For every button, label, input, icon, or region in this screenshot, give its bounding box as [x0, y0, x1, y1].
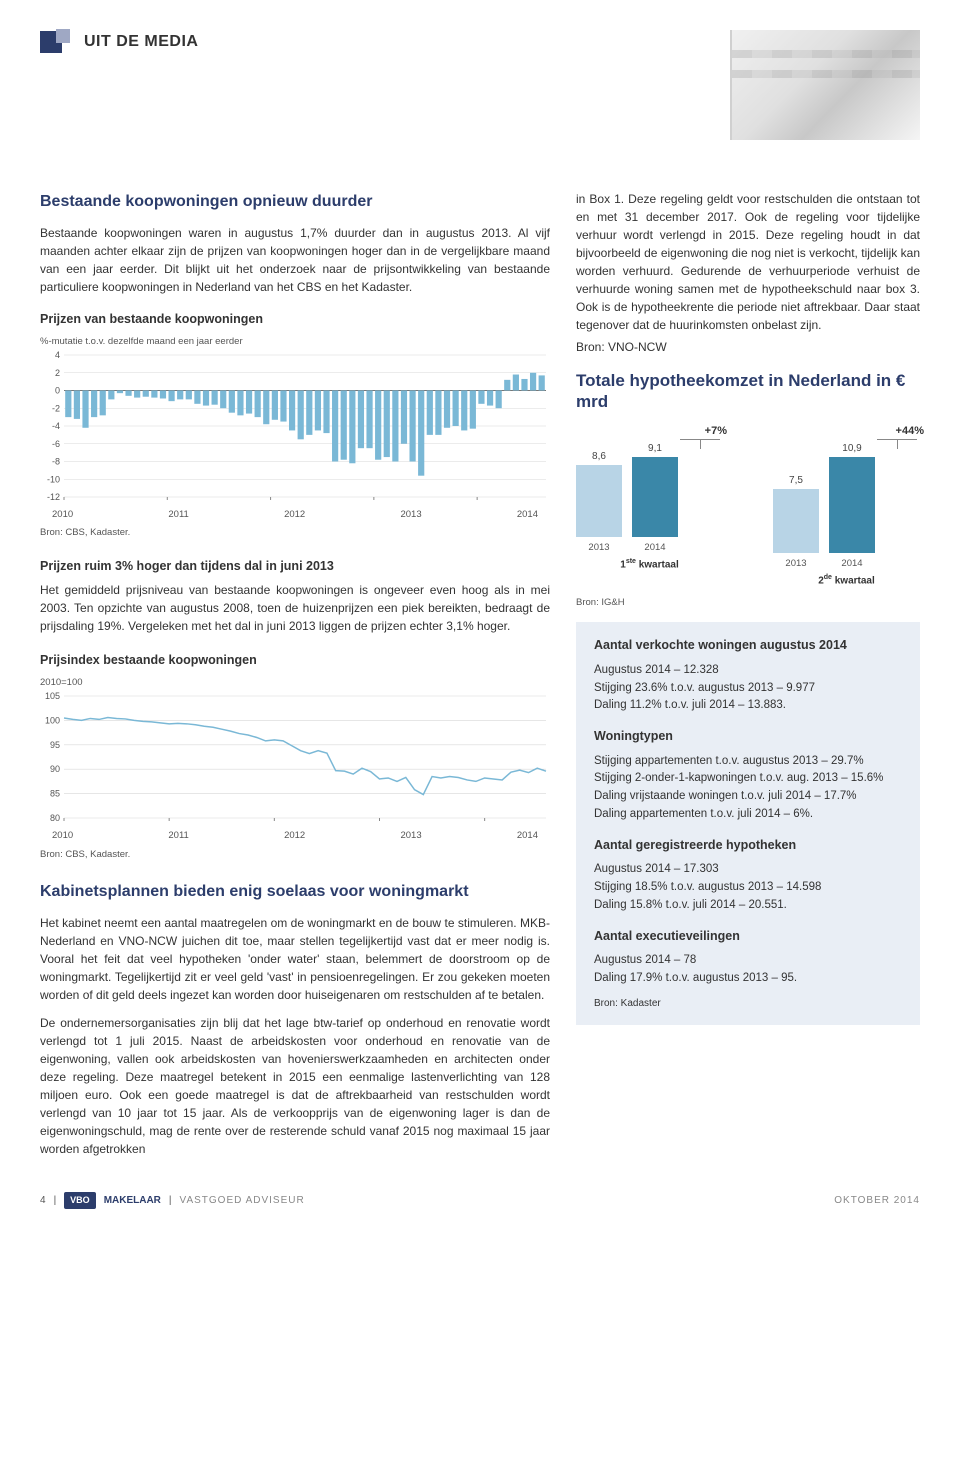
chart3-bar-value: 10,9: [829, 441, 875, 456]
chart3-year-label: 2014: [829, 557, 875, 571]
square-light-icon: [56, 29, 70, 43]
sb-h4: Aantal executieveilingen: [594, 927, 902, 946]
footer-date: OKTOBER 2014: [834, 1193, 920, 1208]
footer-left: 4 | VBO MAKELAAR | VASTGOED ADVISEUR: [40, 1192, 305, 1210]
sb-source: Bron: Kadaster: [594, 996, 902, 1012]
svg-text:95: 95: [50, 740, 60, 750]
right-continuation: in Box 1. Deze regeling geldt voor rests…: [576, 190, 920, 334]
svg-text:-8: -8: [52, 457, 60, 467]
sb-h3: Aantal geregistreerde hypotheken: [594, 836, 902, 855]
sb-l12: Daling 17.9% t.o.v. augustus 2013 – 95.: [594, 970, 902, 988]
sb-l1: Augustus 2014 – 12.328: [594, 662, 902, 680]
page-footer: 4 | VBO MAKELAAR | VASTGOED ADVISEUR OKT…: [40, 1192, 920, 1210]
article1-body: Bestaande koopwoningen waren in augustus…: [40, 224, 550, 296]
sb-h1: Aantal verkochte woningen augustus 2014: [594, 636, 902, 655]
article3-p1: Het kabinet neemt een aantal maatregelen…: [40, 914, 550, 1004]
sb-l6: Daling vrijstaande woningen t.o.v. juli …: [594, 788, 902, 806]
sb-h2: Woningtypen: [594, 727, 902, 746]
chart3-group-label: 1ste kwartaal: [576, 557, 723, 572]
chart3-bar: 7,5: [773, 489, 819, 553]
svg-text:90: 90: [50, 764, 60, 774]
svg-text:85: 85: [50, 789, 60, 799]
chart2-svg: 105 100 95 90 85 80: [40, 692, 550, 822]
chart3-year-label: 2013: [576, 541, 622, 555]
chart3-bar-pair: +44%7,510,9: [773, 457, 920, 553]
chart3-year-label: 2014: [632, 541, 678, 555]
publication-name: VASTGOED ADVISEUR: [180, 1193, 305, 1208]
chart3-bar-pair: +7%8,69,1: [576, 457, 723, 537]
sb-l5: Stijging 2-onder-1-kapwoningen t.o.v. au…: [594, 770, 902, 788]
chart1-container: Prijzen van bestaande koopwoningen %-mut…: [40, 310, 550, 541]
sb-l7: Daling appartementen t.o.v. juli 2014 – …: [594, 806, 902, 824]
chart2-container: Prijsindex bestaande koopwoningen 2010=1…: [40, 651, 550, 862]
section-title: UIT DE MEDIA: [84, 30, 198, 54]
stats-sidebar: Aantal verkochte woningen augustus 2014 …: [576, 622, 920, 1025]
article2-body: Het gemiddeld prijsniveau van bestaande …: [40, 581, 550, 635]
chart2-title: Prijsindex bestaande koopwoningen: [40, 651, 550, 670]
svg-text:105: 105: [45, 692, 60, 701]
chart2-subtitle: 2010=100: [40, 676, 550, 690]
chart3-bar-value: 7,5: [773, 473, 819, 488]
chart3-pct-label: +7%: [705, 423, 727, 440]
article1-title: Bestaande koopwoningen opnieuw duurder: [40, 190, 550, 214]
chart3-bar-value: 8,6: [576, 449, 622, 464]
chart3-bar: 8,6: [576, 465, 622, 537]
svg-text:100: 100: [45, 716, 60, 726]
svg-text:-6: -6: [52, 439, 60, 449]
chart1-title: Prijzen van bestaande koopwoningen: [40, 310, 550, 329]
section-mark: UIT DE MEDIA: [40, 30, 198, 54]
svg-text:-12: -12: [47, 492, 60, 501]
svg-text:-2: -2: [52, 403, 60, 413]
page-header: UIT DE MEDIA: [40, 30, 920, 140]
chart1-svg: 4 2 0 -2 -4 -6 -8 -10 -12: [40, 351, 550, 501]
sb-l11: Augustus 2014 – 78: [594, 952, 902, 970]
svg-text:4: 4: [55, 351, 60, 360]
chart3-pct-label: +44%: [896, 423, 924, 440]
chart1-source: Bron: CBS, Kadaster.: [40, 526, 550, 540]
right-column: in Box 1. Deze regeling geldt voor rests…: [576, 190, 920, 1162]
left-column: Bestaande koopwoningen opnieuw duurder B…: [40, 190, 550, 1162]
chart3-year-label: 2013: [773, 557, 819, 571]
chart3-group-label: 2de kwartaal: [773, 573, 920, 588]
chart3-title: Totale hypotheekomzet in Nederland in € …: [576, 370, 920, 413]
sb-l4: Stijging appartementen t.o.v. augustus 2…: [594, 753, 902, 771]
sb-l9: Stijging 18.5% t.o.v. augustus 2013 – 14…: [594, 879, 902, 897]
chart2-source: Bron: CBS, Kadaster.: [40, 848, 550, 862]
newspaper-image: [730, 30, 920, 140]
page-number: 4: [40, 1193, 46, 1208]
svg-text:-10: -10: [47, 474, 60, 484]
chart1-x-years: 20102011201220132014: [40, 508, 550, 522]
right-source: Bron: VNO-NCW: [576, 338, 920, 356]
chart3-bar-value: 9,1: [632, 441, 678, 456]
brand-makelaar: MAKELAAR: [104, 1193, 161, 1208]
sb-l3: Daling 11.2% t.o.v. juli 2014 – 13.883.: [594, 697, 902, 715]
chart3-bar: 9,1: [632, 457, 678, 537]
sb-l8: Augustus 2014 – 17.303: [594, 861, 902, 879]
article3-p2: De ondernemersorganisaties zijn blij dat…: [40, 1014, 550, 1158]
sb-l10: Daling 15.8% t.o.v. juli 2014 – 20.551.: [594, 897, 902, 915]
svg-text:80: 80: [50, 813, 60, 822]
svg-text:2: 2: [55, 368, 60, 378]
chart3-bar: 10,9: [829, 457, 875, 553]
vbo-logo-icon: VBO: [64, 1192, 96, 1210]
chart3-container: +7%8,69,1 2013 2014 1ste kwartaal +44%7,510,…: [576, 457, 920, 589]
sb-l2: Stijging 23.6% t.o.v. augustus 2013 – 9.…: [594, 680, 902, 698]
article3-title: Kabinetsplannen bieden enig soelaas voor…: [40, 880, 550, 904]
chart3-source: Bron: IG&H: [576, 596, 920, 610]
svg-text:-4: -4: [52, 421, 60, 431]
chart2-x-years: 20102011201220132014: [40, 829, 550, 843]
article2-title: Prijzen ruim 3% hoger dan tijdens dal in…: [40, 557, 550, 576]
svg-text:0: 0: [55, 386, 60, 396]
chart1-subtitle: %-mutatie t.o.v. dezelfde maand een jaar…: [40, 335, 550, 349]
